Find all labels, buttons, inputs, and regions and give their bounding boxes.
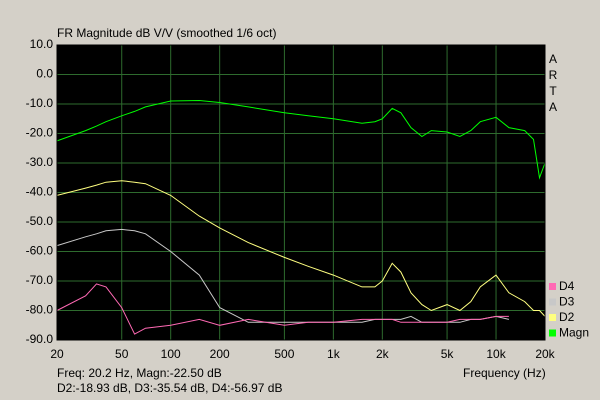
y-tick-label: -90.0 [26, 332, 54, 346]
legend-swatch [549, 283, 556, 290]
y-tick-label: -80.0 [26, 303, 54, 317]
x-tick-label: 100 [161, 347, 181, 361]
legend-label: D3 [559, 295, 575, 309]
chart-title: FR Magnitude dB V/V (smoothed 1/6 oct) [57, 26, 276, 40]
legend-swatch [549, 314, 556, 321]
y-tick-label: -60.0 [26, 244, 54, 258]
y-tick-label: -50.0 [26, 214, 54, 228]
x-tick-label: 20 [50, 347, 64, 361]
brand: ARTA [546, 52, 560, 116]
y-tick-label: -10.0 [26, 96, 54, 110]
legend-label: D2 [559, 310, 575, 324]
y-tick-label: -70.0 [26, 273, 54, 287]
y-tick-label: 0.0 [36, 67, 53, 81]
x-tick-label: 5k [441, 347, 455, 361]
x-tick-label: 500 [274, 347, 294, 361]
x-tick-label: 1k [327, 347, 341, 361]
series-line [56, 228, 510, 323]
x-tick-label: 50 [115, 347, 129, 361]
x-axis-label: Frequency (Hz) [463, 366, 546, 380]
plot-border [56, 44, 546, 341]
y-tick-label: -30.0 [26, 155, 54, 169]
x-tick-label: 10k [486, 347, 506, 361]
series-line [56, 180, 546, 317]
legend-label: D4 [559, 279, 575, 293]
series-line [56, 99, 546, 180]
y-tick-label: -40.0 [26, 185, 54, 199]
legend-swatch [549, 329, 556, 337]
status-line: Freq: 20.2 Hz, Magn:-22.50 dB [57, 366, 222, 380]
legend-label: Magn [559, 326, 589, 340]
y-tick-label: 10.0 [30, 37, 54, 51]
x-tick-label: 2k [376, 347, 390, 361]
legend-swatch [549, 298, 556, 306]
x-tick-label: 200 [210, 347, 230, 361]
x-tick-label: 20k [535, 347, 555, 361]
y-tick-label: -20.0 [26, 126, 54, 140]
status-line: D2:-18.93 dB, D3:-35.54 dB, D4:-56.97 dB [57, 381, 282, 395]
series-line [56, 283, 509, 335]
